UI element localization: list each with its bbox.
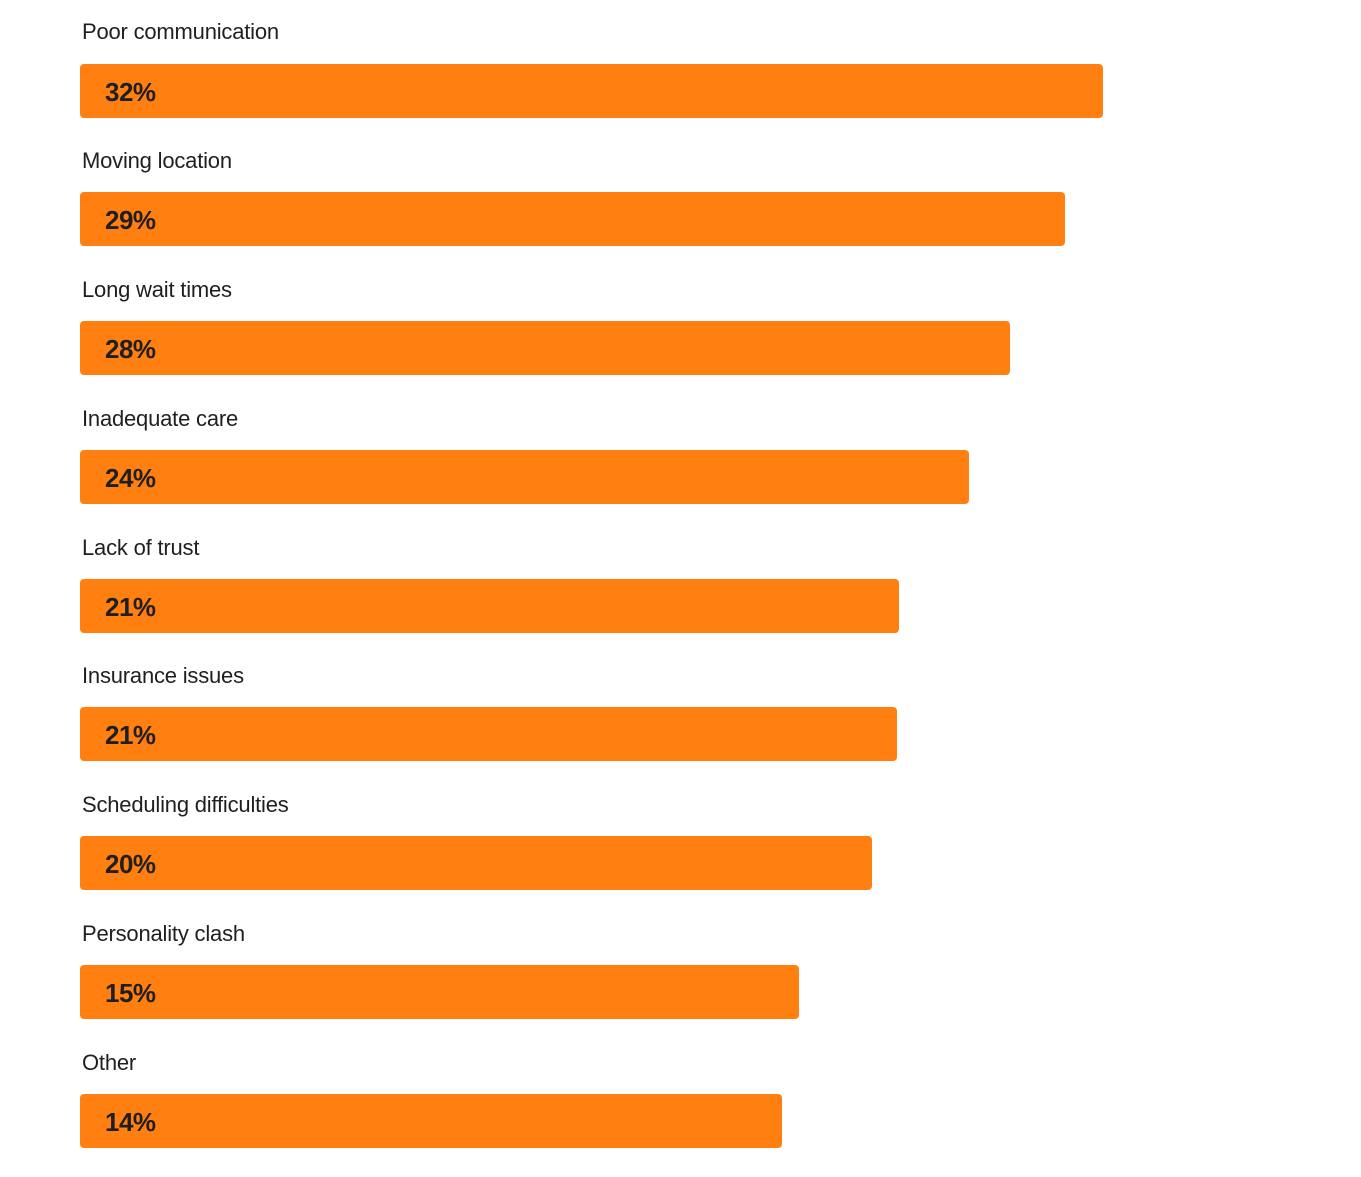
bar-value-label: 32% [105, 77, 156, 107]
bar: 20% [80, 836, 872, 890]
bar-value-label: 21% [105, 720, 156, 750]
bar: 24% [80, 450, 969, 504]
bar-value-label: 21% [105, 592, 156, 622]
category-label: Insurance issues [82, 663, 244, 688]
category-label: Poor communication [82, 19, 279, 44]
bar: 28% [80, 321, 1010, 375]
category-label: Scheduling difficulties [82, 792, 289, 817]
bar: 14% [80, 1094, 782, 1148]
bar: 29% [80, 192, 1065, 246]
category-label: Long wait times [82, 277, 232, 302]
bar-value-label: 29% [105, 205, 156, 235]
category-label: Moving location [82, 148, 232, 173]
bar-value-label: 24% [105, 463, 156, 493]
bar: 21% [80, 707, 897, 761]
category-label: Lack of trust [82, 535, 200, 560]
bar-value-label: 20% [105, 849, 156, 879]
category-label: Other [82, 1050, 137, 1075]
bar-value-label: 14% [105, 1107, 156, 1137]
bar: 15% [80, 965, 799, 1019]
bar: 21% [80, 579, 899, 633]
category-label: Inadequate care [82, 406, 239, 431]
bar-value-label: 15% [105, 978, 156, 1008]
category-label: Personality clash [82, 921, 245, 946]
bar: 32% [80, 64, 1103, 118]
bar-value-label: 28% [105, 334, 156, 364]
